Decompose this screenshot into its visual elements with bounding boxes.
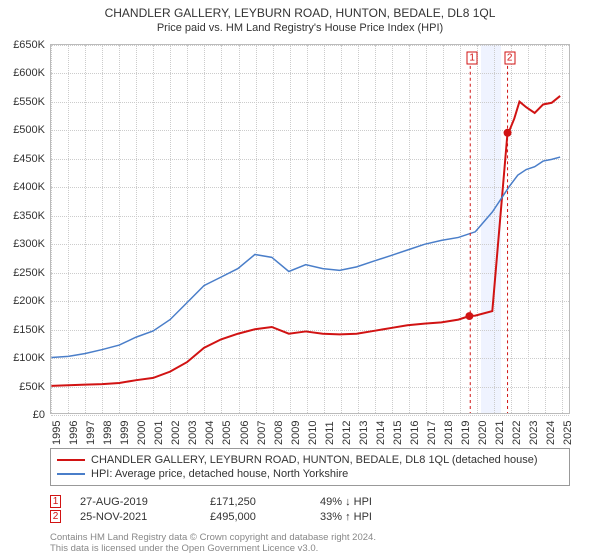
x-axis-label: 2021	[494, 421, 506, 445]
legend-swatch	[57, 459, 85, 461]
x-axis-label: 2025	[562, 421, 574, 445]
transaction-price: £171,250	[210, 496, 310, 508]
transaction-row: 1 27-AUG-2019 £171,250 49% ↓ HPI	[50, 494, 570, 509]
x-axis-label: 2004	[204, 421, 216, 445]
legend-item: CHANDLER GALLERY, LEYBURN ROAD, HUNTON, …	[57, 453, 563, 467]
y-axis-label: £300K	[0, 238, 45, 250]
x-axis-label: 2015	[392, 421, 404, 445]
y-axis-label: £400K	[0, 181, 45, 193]
transaction-row: 2 25-NOV-2021 £495,000 33% ↑ HPI	[50, 509, 570, 524]
y-axis-label: £0	[0, 409, 45, 421]
x-axis-label: 2017	[426, 421, 438, 445]
x-axis-label: 2016	[409, 421, 421, 445]
x-axis-label: 2014	[375, 421, 387, 445]
footnote: Contains HM Land Registry data © Crown c…	[50, 532, 570, 555]
y-axis-label: £100K	[0, 352, 45, 364]
y-axis-label: £550K	[0, 96, 45, 108]
x-axis-label: 2012	[341, 421, 353, 445]
y-axis-label: £250K	[0, 267, 45, 279]
x-axis-label: 2006	[239, 421, 251, 445]
x-axis-label: 2008	[273, 421, 285, 445]
y-axis-label: £600K	[0, 67, 45, 79]
legend-swatch	[57, 473, 85, 475]
y-axis-label: £350K	[0, 210, 45, 222]
legend: CHANDLER GALLERY, LEYBURN ROAD, HUNTON, …	[50, 448, 570, 486]
chart-subtitle: Price paid vs. HM Land Registry's House …	[0, 20, 600, 38]
transaction-delta: 49% ↓ HPI	[320, 496, 440, 508]
x-axis-label: 2023	[528, 421, 540, 445]
x-axis-label: 2011	[324, 421, 336, 445]
x-axis-label: 2003	[187, 421, 199, 445]
chart-title: CHANDLER GALLERY, LEYBURN ROAD, HUNTON, …	[0, 0, 600, 20]
transaction-table: 1 27-AUG-2019 £171,250 49% ↓ HPI 2 25-NOV-202…	[50, 494, 570, 524]
y-axis-label: £50K	[0, 381, 45, 393]
legend-label: CHANDLER GALLERY, LEYBURN ROAD, HUNTON, …	[91, 454, 538, 466]
footnote-line: This data is licensed under the Open Gov…	[50, 543, 570, 554]
chart-marker-label: 1	[467, 51, 478, 64]
x-axis-label: 1997	[85, 421, 97, 445]
x-axis-label: 1996	[68, 421, 80, 445]
x-axis-label: 2007	[256, 421, 268, 445]
x-axis-label: 2009	[290, 421, 302, 445]
x-axis-label: 2001	[153, 421, 165, 445]
y-axis-label: £450K	[0, 153, 45, 165]
y-axis-label: £500K	[0, 124, 45, 136]
x-axis-label: 1999	[119, 421, 131, 445]
y-axis-label: £650K	[0, 39, 45, 51]
x-axis-label: 2019	[460, 421, 472, 445]
footnote-line: Contains HM Land Registry data © Crown c…	[50, 532, 570, 543]
chart-marker-label: 2	[504, 51, 515, 64]
transaction-date: 25-NOV-2021	[80, 511, 200, 523]
transaction-marker: 2	[50, 510, 61, 523]
x-axis-label: 1998	[102, 421, 114, 445]
x-axis-label: 2020	[477, 421, 489, 445]
x-axis-label: 1995	[51, 421, 63, 445]
transaction-date: 27-AUG-2019	[80, 496, 200, 508]
transaction-price: £495,000	[210, 511, 310, 523]
chart-container: CHANDLER GALLERY, LEYBURN ROAD, HUNTON, …	[0, 0, 600, 560]
legend-item: HPI: Average price, detached house, Nort…	[57, 467, 563, 481]
legend-label: HPI: Average price, detached house, Nort…	[91, 468, 348, 480]
x-axis-label: 2010	[307, 421, 319, 445]
y-axis-label: £150K	[0, 324, 45, 336]
transaction-delta: 33% ↑ HPI	[320, 511, 440, 523]
transaction-marker: 1	[50, 495, 61, 508]
x-axis-label: 2013	[358, 421, 370, 445]
chart-plot-area: £0£50K£100K£150K£200K£250K£300K£350K£400…	[50, 44, 570, 414]
x-axis-label: 2018	[443, 421, 455, 445]
x-axis-label: 2024	[545, 421, 557, 445]
x-axis-label: 2002	[170, 421, 182, 445]
x-axis-label: 2022	[511, 421, 523, 445]
y-axis-label: £200K	[0, 295, 45, 307]
x-axis-label: 2000	[136, 421, 148, 445]
x-axis-label: 2005	[221, 421, 233, 445]
